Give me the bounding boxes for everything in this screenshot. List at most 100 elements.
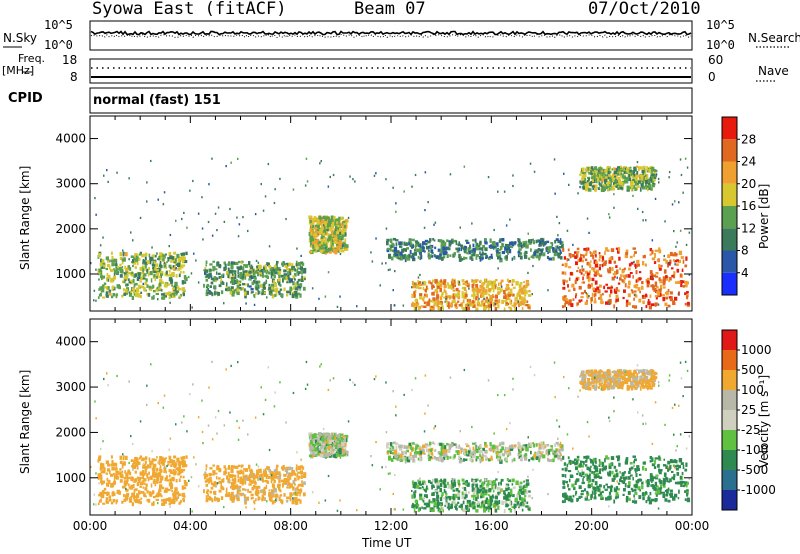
heatmap-cell [212, 464, 215, 467]
heatmap-cell [538, 243, 541, 247]
heatmap-cell [309, 251, 311, 254]
heatmap-cell [668, 176, 670, 179]
heatmap-cell [119, 460, 123, 464]
heatmap-cell [135, 255, 139, 259]
heatmap-cell [411, 442, 415, 445]
heatmap-cell [508, 244, 510, 248]
heatmap-cell [629, 166, 632, 169]
heatmap-cell [251, 291, 254, 294]
heatmap-cell [641, 210, 644, 214]
heatmap-cell [598, 174, 601, 178]
heatmap-cell [443, 450, 447, 453]
heatmap-cell [440, 452, 443, 456]
heatmap-cell [337, 451, 340, 456]
heatmap-cell [507, 479, 512, 483]
heatmap-cell [559, 246, 562, 249]
heatmap-cell [494, 284, 497, 288]
heatmap-cell [466, 454, 470, 457]
heatmap-cell [252, 269, 255, 273]
heatmap-cell [318, 451, 322, 456]
heatmap-cell [610, 286, 613, 289]
heatmap-cell [227, 267, 230, 272]
heatmap-cell [606, 183, 610, 187]
heatmap-cell [203, 489, 205, 492]
heatmap-cell [656, 286, 659, 289]
heatmap-cell [146, 181, 148, 184]
heatmap-cell [530, 457, 534, 460]
heatmap-cell [601, 180, 603, 184]
heatmap-cell [371, 260, 374, 263]
heatmap-cell [273, 474, 278, 479]
heatmap-cell [255, 292, 257, 295]
heatmap-cell [453, 280, 456, 284]
heatmap-cell [342, 244, 344, 247]
heatmap-cell [538, 458, 541, 463]
heatmap-cell [438, 280, 442, 283]
heatmap-cell [227, 466, 231, 470]
heatmap-cell [572, 243, 574, 246]
heatmap-cell [205, 495, 208, 499]
heatmap-cell [457, 243, 461, 247]
heatmap-cell [633, 297, 635, 301]
heatmap-cell [581, 265, 583, 268]
heatmap-cell [455, 443, 458, 449]
heatmap-cell [329, 434, 332, 439]
heatmap-cell [153, 260, 156, 265]
heatmap-cell [165, 501, 167, 504]
heatmap-cell [190, 272, 193, 275]
heatmap-cell [676, 268, 680, 273]
heatmap-cell [115, 266, 118, 271]
heatmap-cell [527, 306, 530, 309]
heatmap-cell [532, 264, 534, 268]
heatmap-cell [392, 237, 397, 241]
heatmap-cell [562, 282, 564, 285]
heatmap-cell [323, 438, 327, 441]
heatmap-cell [289, 492, 293, 496]
heatmap-cell [616, 180, 621, 185]
heatmap-cell [142, 259, 146, 263]
heatmap-cell [586, 261, 590, 266]
heatmap-cell [588, 231, 590, 234]
heatmap-cell [653, 274, 656, 277]
heatmap-cell [322, 432, 326, 436]
heatmap-cell [523, 243, 526, 248]
heatmap-cell [420, 456, 423, 461]
heatmap-cell [331, 433, 333, 438]
heatmap-cell [311, 445, 313, 448]
heatmap-cell [312, 217, 315, 221]
heatmap-cell [171, 284, 173, 287]
heatmap-cell [128, 499, 133, 503]
heatmap-cell [568, 183, 570, 186]
heatmap-cell [499, 258, 503, 263]
heatmap-cell [116, 489, 119, 494]
heatmap-cell [451, 281, 455, 285]
heatmap-cell [654, 284, 658, 287]
heatmap-cell [107, 482, 110, 487]
heatmap-cell [168, 502, 171, 506]
heatmap-cell [293, 272, 297, 277]
heatmap-cell [142, 466, 145, 469]
heatmap-cell [253, 294, 256, 299]
heatmap-cell [441, 280, 444, 284]
heatmap-cell [411, 494, 413, 499]
heatmap-cell [625, 251, 629, 256]
heatmap-cell [291, 500, 295, 505]
heatmap-cell [311, 449, 315, 452]
heatmap-cell [130, 279, 134, 282]
heatmap-cell [608, 213, 610, 216]
heatmap-cell [620, 169, 624, 172]
heatmap-cell [419, 450, 423, 455]
heatmap-cell [583, 281, 585, 284]
heatmap-cell [136, 482, 140, 487]
heatmap-cell [471, 222, 473, 225]
heatmap-cell [324, 232, 328, 236]
heatmap-cell [152, 501, 155, 506]
heatmap-cell [416, 241, 420, 244]
heatmap-cell [679, 280, 684, 284]
heatmap-cell [493, 228, 495, 232]
heatmap-cell [248, 469, 252, 472]
heatmap-cell [332, 434, 335, 438]
heatmap-cell [191, 306, 193, 309]
heatmap-cell [680, 173, 683, 177]
heatmap-cell [489, 295, 493, 298]
